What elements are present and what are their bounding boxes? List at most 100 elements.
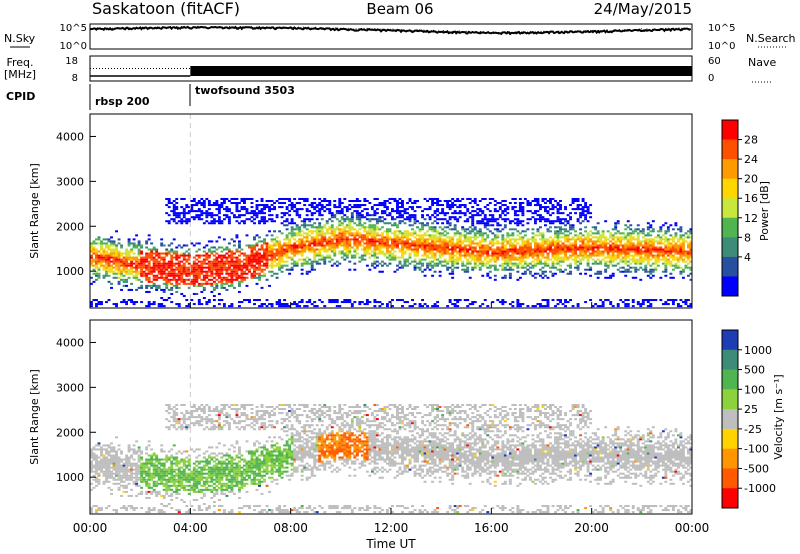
power-cell [649, 238, 653, 241]
power-cell [521, 202, 525, 205]
power-cell [243, 270, 246, 273]
power-cell [606, 256, 610, 259]
power-cell [97, 238, 101, 241]
power-cell [300, 240, 304, 243]
power-cell [243, 278, 246, 281]
power-cell [448, 242, 452, 245]
power-cell [408, 248, 412, 251]
power-cell [604, 220, 608, 223]
power-cell [340, 222, 344, 225]
power-cell [646, 274, 650, 277]
power-cell [112, 272, 116, 275]
velocity-cell [90, 507, 93, 510]
power-cell [679, 252, 683, 255]
power-cell [639, 305, 643, 308]
power-cell [614, 244, 618, 247]
power-cell [674, 250, 678, 253]
power-cell [385, 240, 389, 243]
power-cell [604, 246, 608, 249]
power-cell [363, 248, 367, 251]
power-cell [634, 258, 638, 261]
power-cell [536, 244, 540, 247]
power-cell [335, 246, 339, 249]
power-cell [217, 270, 221, 273]
power-cell [220, 202, 224, 205]
power-cell [523, 240, 527, 243]
power-cell [235, 262, 239, 265]
power-cell [318, 240, 322, 243]
power-cell [92, 250, 96, 253]
power-cell [375, 218, 379, 221]
power-cell [586, 260, 590, 263]
power-cell [451, 202, 455, 205]
power-cell [363, 226, 367, 229]
power-cell [333, 234, 337, 237]
power-cell [333, 299, 337, 302]
power-cell [411, 232, 414, 235]
power-cell [684, 252, 688, 255]
power-cell [110, 268, 113, 271]
power-cell [649, 276, 653, 279]
power-cell [531, 256, 535, 259]
power-cell [190, 268, 194, 271]
power-cell [629, 238, 633, 241]
power-cell [268, 254, 271, 257]
power-cell [132, 242, 136, 245]
power-cell [589, 299, 593, 302]
power-cell [212, 204, 216, 207]
power-cell [250, 254, 254, 257]
power-cell [263, 206, 266, 209]
power-cell [343, 240, 347, 243]
power-cell [674, 299, 678, 302]
power-cell [100, 252, 103, 255]
power-cell [370, 226, 374, 229]
power-cell [293, 242, 297, 245]
power-cell [616, 256, 620, 259]
power-cell [95, 278, 98, 281]
power-cell [428, 260, 432, 263]
power-cell [644, 252, 648, 255]
power-cell [117, 250, 121, 253]
power-cell [110, 256, 113, 259]
power-cell [207, 250, 211, 253]
power-cell [536, 303, 540, 306]
power-cell [614, 242, 618, 245]
power-cell [536, 210, 540, 213]
power-cell [521, 214, 525, 217]
power-cell [516, 262, 520, 265]
power-cell [380, 216, 384, 219]
power-cell [681, 246, 685, 249]
power-cell [438, 244, 442, 247]
power-cell [451, 246, 455, 249]
power-cell [140, 270, 144, 273]
power-cell [481, 264, 485, 267]
power-cell [508, 202, 512, 205]
power-cell [205, 212, 209, 215]
power-cell [496, 299, 500, 302]
power-cell [250, 266, 254, 269]
power-cell [177, 244, 181, 247]
velocity-cell [100, 450, 103, 453]
power-cell [481, 252, 485, 255]
power-cell [546, 264, 550, 267]
power-cell [187, 218, 191, 221]
power-cell [200, 260, 204, 263]
power-ylabel: Slant Range [km] [28, 163, 41, 259]
power-cell [323, 226, 327, 229]
power-cell [235, 220, 239, 223]
power-cell [441, 248, 445, 251]
power-cell [308, 262, 312, 265]
power-cell [353, 206, 357, 209]
power-cell [606, 299, 610, 302]
power-cell [185, 272, 189, 275]
power-cell [248, 197, 251, 200]
power-cell [185, 218, 189, 221]
power-cell [185, 220, 189, 223]
power-cell [664, 274, 668, 277]
power-cell [245, 197, 249, 200]
power-cell [636, 301, 640, 304]
power-cell [406, 240, 409, 243]
power-cell [167, 244, 171, 247]
power-cell [115, 303, 118, 306]
power-cell [624, 248, 628, 251]
